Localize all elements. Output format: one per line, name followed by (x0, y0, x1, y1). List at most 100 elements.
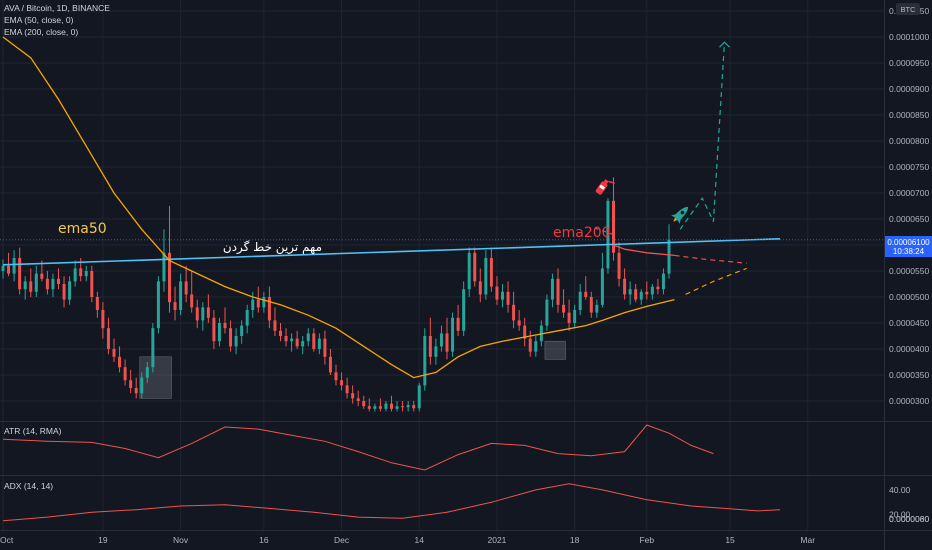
atr-y-tick: 0.0000060 (889, 514, 929, 524)
candle (290, 333, 294, 352)
atr-line[interactable] (2, 424, 714, 471)
candle-body (62, 284, 66, 300)
candle (206, 294, 210, 323)
candle (212, 310, 216, 349)
candle-body (584, 291, 588, 297)
y-tick-label: 0.0001000 (889, 32, 929, 42)
ema200-line[interactable] (613, 244, 675, 257)
candle (362, 395, 366, 409)
x-tick-label: 16 (259, 535, 269, 545)
atr-y-tick: 0.0000080 (889, 514, 929, 524)
candle (367, 398, 371, 412)
indicator-ema200-legend[interactable]: EMA (200, close, 0) (4, 27, 78, 37)
candle (34, 265, 38, 297)
highlight-box[interactable] (139, 356, 172, 399)
candle (506, 281, 510, 313)
candle-body (612, 200, 615, 253)
currency-label: BTC (901, 5, 917, 14)
candle-body (600, 268, 604, 305)
y-tick-label: 0.0000750 (889, 162, 929, 172)
candle (489, 247, 493, 292)
candle-body (578, 291, 582, 310)
candle (617, 242, 621, 287)
candle (484, 250, 488, 300)
candle-body (256, 299, 260, 308)
candle (195, 299, 199, 329)
candle-body (439, 333, 443, 347)
candle-body (340, 380, 344, 386)
candle (57, 268, 60, 290)
candle (68, 276, 72, 305)
ema50-line[interactable] (2, 36, 675, 379)
highlight-box[interactable] (544, 340, 566, 360)
last-price-value: 0.00006100 (887, 238, 930, 247)
indicator-panes (2, 424, 781, 522)
y-tick-label: 0.0000900 (889, 84, 929, 94)
candle (184, 265, 188, 303)
x-tick-label: Mar (800, 535, 815, 545)
candle-body (301, 341, 305, 347)
candle (406, 401, 410, 412)
candle-body (434, 346, 438, 357)
candle-body (634, 289, 638, 300)
neckline-trendline[interactable] (2, 238, 781, 266)
highlight-boxes (139, 340, 566, 399)
candle-body (562, 304, 566, 313)
candle-body (456, 317, 460, 331)
candle-body (473, 252, 477, 282)
candle-body (112, 349, 116, 357)
currency-badge[interactable] (896, 3, 920, 15)
candle-body (195, 307, 199, 321)
x-tick-label: Nov (173, 535, 189, 545)
candle (340, 372, 344, 391)
candle-body (79, 268, 83, 277)
adx-legend[interactable]: ADX (14, 14) (4, 481, 53, 491)
candle-body (223, 323, 227, 329)
candle-body (373, 406, 377, 409)
candle (634, 284, 638, 303)
candle-body (423, 336, 427, 386)
candle-body (7, 265, 11, 274)
candle (656, 278, 660, 295)
candle (595, 299, 599, 318)
candle-body (412, 405, 416, 409)
candle-body (506, 291, 510, 305)
candle-body (23, 281, 27, 290)
candlestick-series (1, 177, 671, 412)
candle-body (534, 341, 538, 352)
candle-body (273, 320, 277, 331)
candle-body (639, 291, 643, 300)
candle-body (267, 297, 271, 321)
candle (223, 307, 227, 334)
ema200-annotation: ema200 (553, 225, 611, 241)
candle (284, 328, 288, 347)
candle-body (129, 380, 133, 388)
candle (95, 291, 99, 318)
candle (234, 328, 238, 355)
candle-body (206, 307, 210, 318)
candle (345, 377, 349, 399)
adx-y-tick: 20.00 (889, 510, 911, 520)
chart-title: AVA / Bitcoin, 1D, BINANCE (4, 3, 110, 13)
overlay-lines (0, 36, 884, 379)
candle (612, 177, 615, 261)
candle (600, 252, 604, 308)
candle-body (73, 268, 77, 282)
candle (101, 302, 105, 339)
candle (495, 276, 499, 305)
candle (589, 291, 593, 318)
candle (412, 401, 416, 412)
candle-body (68, 281, 72, 300)
adx-line[interactable] (2, 483, 781, 522)
atr-legend[interactable]: ATR (14, RMA) (4, 426, 62, 436)
candle-body (495, 286, 499, 300)
indicator-ema50-legend[interactable]: EMA (50, close, 0) (4, 15, 74, 25)
candle (118, 346, 122, 373)
candle (12, 250, 16, 282)
candle-body (51, 278, 55, 290)
candle-body (362, 401, 366, 407)
candle-body (245, 310, 249, 326)
candle (478, 268, 482, 303)
